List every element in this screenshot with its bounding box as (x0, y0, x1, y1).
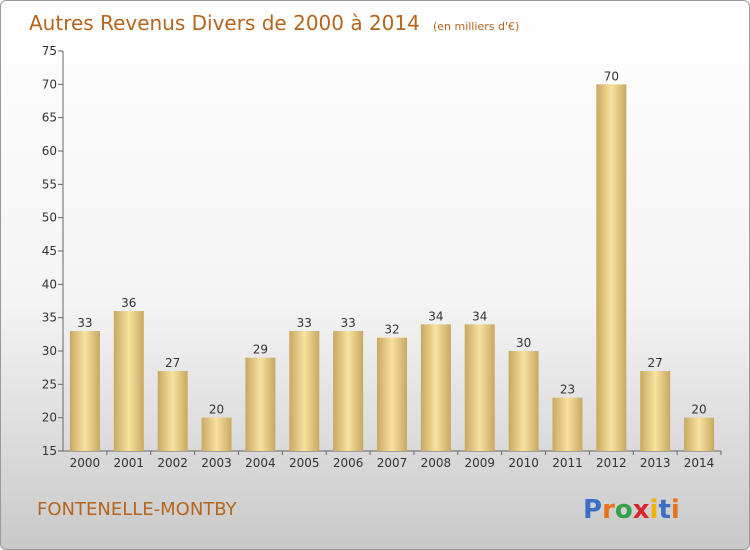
chart-subtitle: (en milliers d'€) (433, 20, 519, 33)
bar (508, 351, 539, 451)
x-tick-label: 2002 (157, 456, 188, 470)
y-tick-label: 70 (42, 77, 57, 91)
bar (640, 371, 671, 451)
logo-letter: P (583, 495, 602, 525)
y-tick-label: 40 (42, 277, 57, 291)
logo-letter: i (671, 495, 680, 525)
bar (377, 337, 407, 451)
bar (420, 324, 451, 451)
chart-title: Autres Revenus Divers de 2000 à 2014 (en… (29, 11, 519, 35)
bar-value-label: 29 (253, 343, 268, 357)
y-tick-label: 55 (42, 177, 57, 191)
chart-title-main: Autres Revenus Divers de 2000 à 2014 (29, 11, 420, 35)
bar (552, 397, 583, 451)
x-tick-label: 2013 (640, 456, 671, 470)
logo-letter: r (602, 495, 615, 525)
x-tick-label: 2001 (114, 456, 145, 470)
logo-letter: t (658, 495, 670, 525)
bar (245, 357, 276, 451)
bar (464, 324, 495, 451)
y-tick-label: 50 (42, 211, 57, 225)
bar (684, 417, 715, 451)
y-tick-label: 45 (42, 244, 57, 258)
bar-value-label: 34 (472, 309, 487, 323)
bar-value-label: 36 (121, 296, 136, 310)
bar (289, 331, 320, 451)
x-tick-labels: 2000 2001 2002 2003 2004 2005 2006 2007 2008 2009… (70, 451, 722, 470)
bar (333, 331, 364, 451)
logo-letter: x (633, 495, 650, 525)
y-tick-label: 35 (42, 311, 57, 325)
bar-value-label: 27 (648, 356, 663, 370)
y-tick-label: 20 (42, 411, 57, 425)
bar (596, 84, 627, 451)
x-tick-label: 2012 (596, 456, 627, 470)
x-tick-label: 2007 (377, 456, 408, 470)
logo-letter: i (650, 495, 659, 525)
bar-value-label: 70 (604, 69, 619, 83)
x-tick-label: 2000 (70, 456, 101, 470)
bar (157, 371, 188, 451)
bar-value-label: 32 (384, 323, 399, 337)
proxiti-logo: Proxiti (583, 495, 680, 525)
logo-letter: o (615, 495, 633, 525)
bar-value-label: 30 (516, 336, 531, 350)
x-tick-label: 2006 (333, 456, 364, 470)
x-tick-label: 2009 (464, 456, 495, 470)
bar (69, 331, 100, 451)
bar-value-label: 23 (560, 383, 575, 397)
bar (113, 311, 144, 451)
bar-value-label: 33 (340, 316, 355, 330)
y-tick-label: 75 (42, 44, 57, 58)
y-tick-label: 25 (42, 377, 57, 391)
y-tick-label: 60 (42, 144, 57, 158)
x-tick-label: 2008 (421, 456, 452, 470)
bars: 33 36 27 20 29 33 33 32 34 34 30 23 70 27 20 (69, 69, 715, 451)
x-tick-label: 2003 (201, 456, 232, 470)
bar-value-label: 20 (691, 403, 706, 417)
bar-value-label: 33 (77, 316, 92, 330)
x-tick-label: 2010 (508, 456, 539, 470)
y-tick-label: 15 (42, 444, 57, 458)
commune-name: FONTENELLE-MONTBY (37, 499, 238, 520)
bar-value-label: 34 (428, 309, 443, 323)
y-tick-label: 65 (42, 111, 57, 125)
x-tick-label: 2011 (552, 456, 583, 470)
x-tick-label: 2004 (245, 456, 276, 470)
bar (201, 417, 232, 451)
bar-value-label: 20 (209, 403, 224, 417)
x-tick-label: 2014 (684, 456, 715, 470)
bar-value-label: 33 (297, 316, 312, 330)
x-tick-label: 2005 (289, 456, 320, 470)
bar-value-label: 27 (165, 356, 180, 370)
y-tick-label: 30 (42, 344, 57, 358)
